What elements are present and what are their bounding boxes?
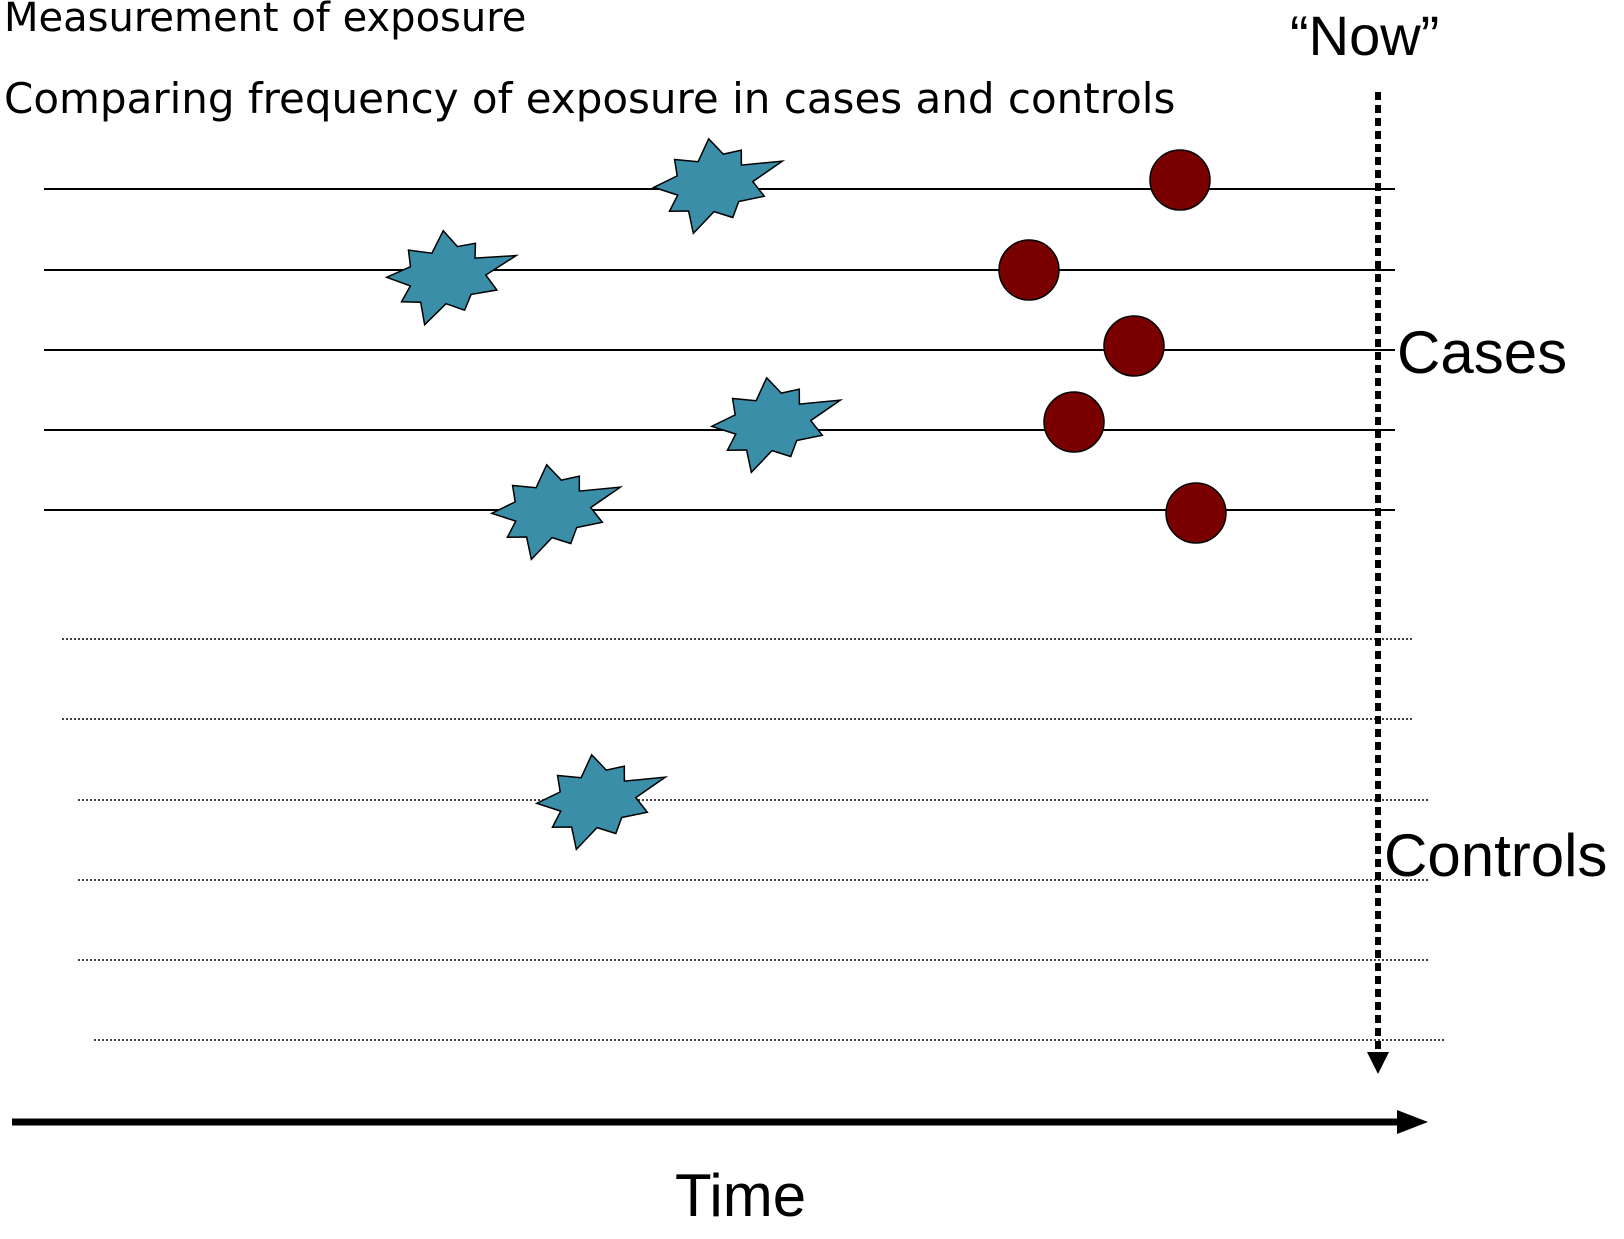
outcome-dot-icon: [1149, 149, 1211, 211]
outcome-markers: [998, 149, 1227, 544]
time-axis-arrow-icon: [1397, 1110, 1428, 1134]
header-subtitle: Comparing frequency of exposure in cases…: [4, 74, 1175, 123]
now-label: “Now”: [1290, 4, 1439, 67]
now-arrow-head-icon: [1367, 1052, 1389, 1074]
exposure-markers: [384, 137, 844, 851]
time-label: Time: [675, 1162, 806, 1229]
exposure-star-icon: [651, 137, 786, 235]
outcome-dot-icon: [1043, 391, 1105, 453]
header-title: Measurement of exposure: [4, 0, 526, 41]
controls-label: Controls: [1384, 822, 1607, 889]
exposure-star-icon: [489, 463, 624, 561]
exposure-star-icon: [384, 229, 519, 327]
outcome-dot-icon: [1103, 315, 1165, 377]
outcome-dot-icon: [998, 239, 1060, 301]
cases-label: Cases: [1397, 319, 1567, 386]
outcome-dot-icon: [1165, 482, 1227, 544]
control-lines: [62, 638, 1444, 1041]
exposure-star-icon: [534, 753, 669, 851]
case-lines: [44, 188, 1395, 511]
exposure-star-icon: [709, 376, 844, 474]
